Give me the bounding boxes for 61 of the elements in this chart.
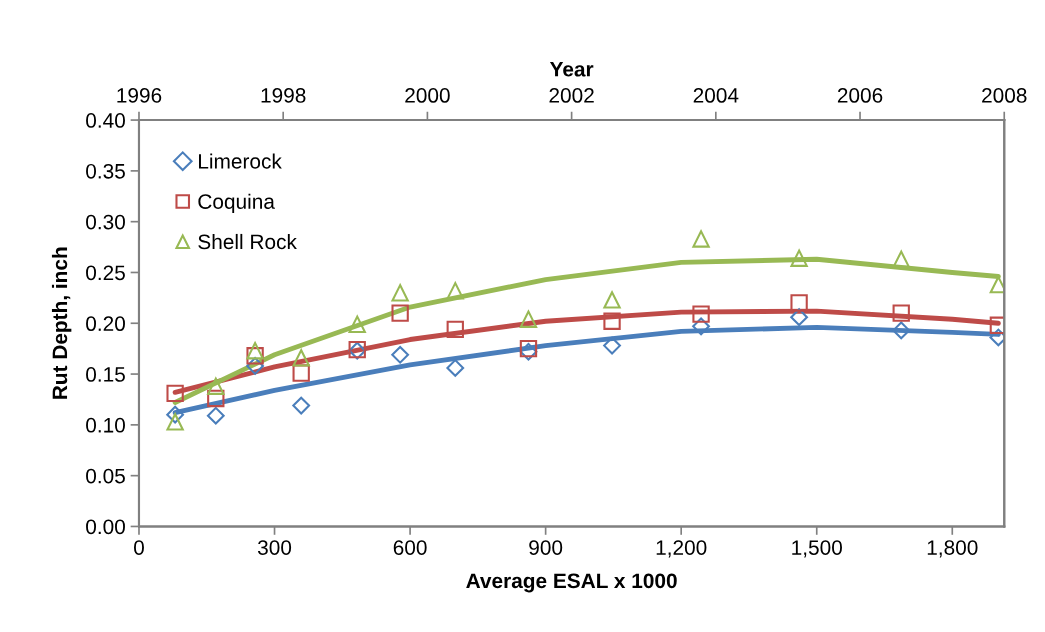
point <box>207 389 225 408</box>
x-tick-label: 1,800 <box>927 540 978 558</box>
y-tick-label: 0.15 <box>86 367 125 382</box>
x-tick-label: 0 <box>134 540 144 555</box>
x-tick-label: 900 <box>529 540 563 555</box>
point <box>166 405 185 424</box>
y-tick-label: 0.35 <box>86 163 125 179</box>
point <box>206 406 225 425</box>
y-tick-label: 0.40 <box>86 113 125 128</box>
point <box>989 316 1005 334</box>
point <box>790 294 808 312</box>
y-tick-label: 0.25 <box>86 265 125 281</box>
point <box>246 347 264 365</box>
legend-label: Limerock <box>199 153 282 169</box>
point <box>391 284 409 302</box>
point <box>292 396 311 415</box>
x-tick-label: 1,200 <box>656 540 707 558</box>
point <box>246 357 264 375</box>
y-tick-label: 0.10 <box>86 417 125 433</box>
x-tick-label: 600 <box>393 540 427 555</box>
y-tick-label: 0.05 <box>86 468 125 484</box>
x2-tick-label: 1998 <box>261 88 306 103</box>
x2-tick-label: 2000 <box>405 88 450 103</box>
point <box>603 336 621 355</box>
point <box>391 304 409 322</box>
y-axis-title: Rut Depth, inch <box>51 247 72 399</box>
legend-label: Shell Rock <box>198 233 297 250</box>
point <box>892 321 911 340</box>
x2-tick-label: 2004 <box>693 88 739 103</box>
x2-tick-label: 2008 <box>982 88 1027 103</box>
point <box>292 349 310 367</box>
point <box>348 315 366 333</box>
y-tick-label: 0.30 <box>86 214 125 230</box>
point <box>692 305 710 323</box>
point <box>892 250 910 268</box>
point <box>446 359 465 377</box>
point <box>519 310 538 328</box>
point <box>207 377 225 395</box>
point <box>692 230 710 248</box>
x2-tick-label: 2002 <box>549 88 594 103</box>
point <box>692 317 710 336</box>
point <box>246 342 264 360</box>
y-tick-label: 0.20 <box>86 316 125 332</box>
x2-tick-label: 2006 <box>837 88 883 103</box>
point <box>166 413 184 431</box>
x-axis-title: Average ESAL x 1000 <box>466 573 677 593</box>
point <box>391 345 410 364</box>
x2-axis-title: Year <box>549 62 594 77</box>
point <box>603 291 621 309</box>
point <box>790 249 808 267</box>
point <box>446 282 464 300</box>
point <box>603 312 621 330</box>
x-tick-label: 300 <box>257 540 292 555</box>
point <box>166 384 184 403</box>
point <box>790 308 809 327</box>
point <box>892 304 910 322</box>
point <box>446 320 464 339</box>
x-tick-label: 1,500 <box>792 540 842 558</box>
y-tick-label: 0.00 <box>86 519 125 535</box>
x2-tick-label: 1996 <box>117 88 162 103</box>
legend-label: Coquina <box>198 193 275 214</box>
